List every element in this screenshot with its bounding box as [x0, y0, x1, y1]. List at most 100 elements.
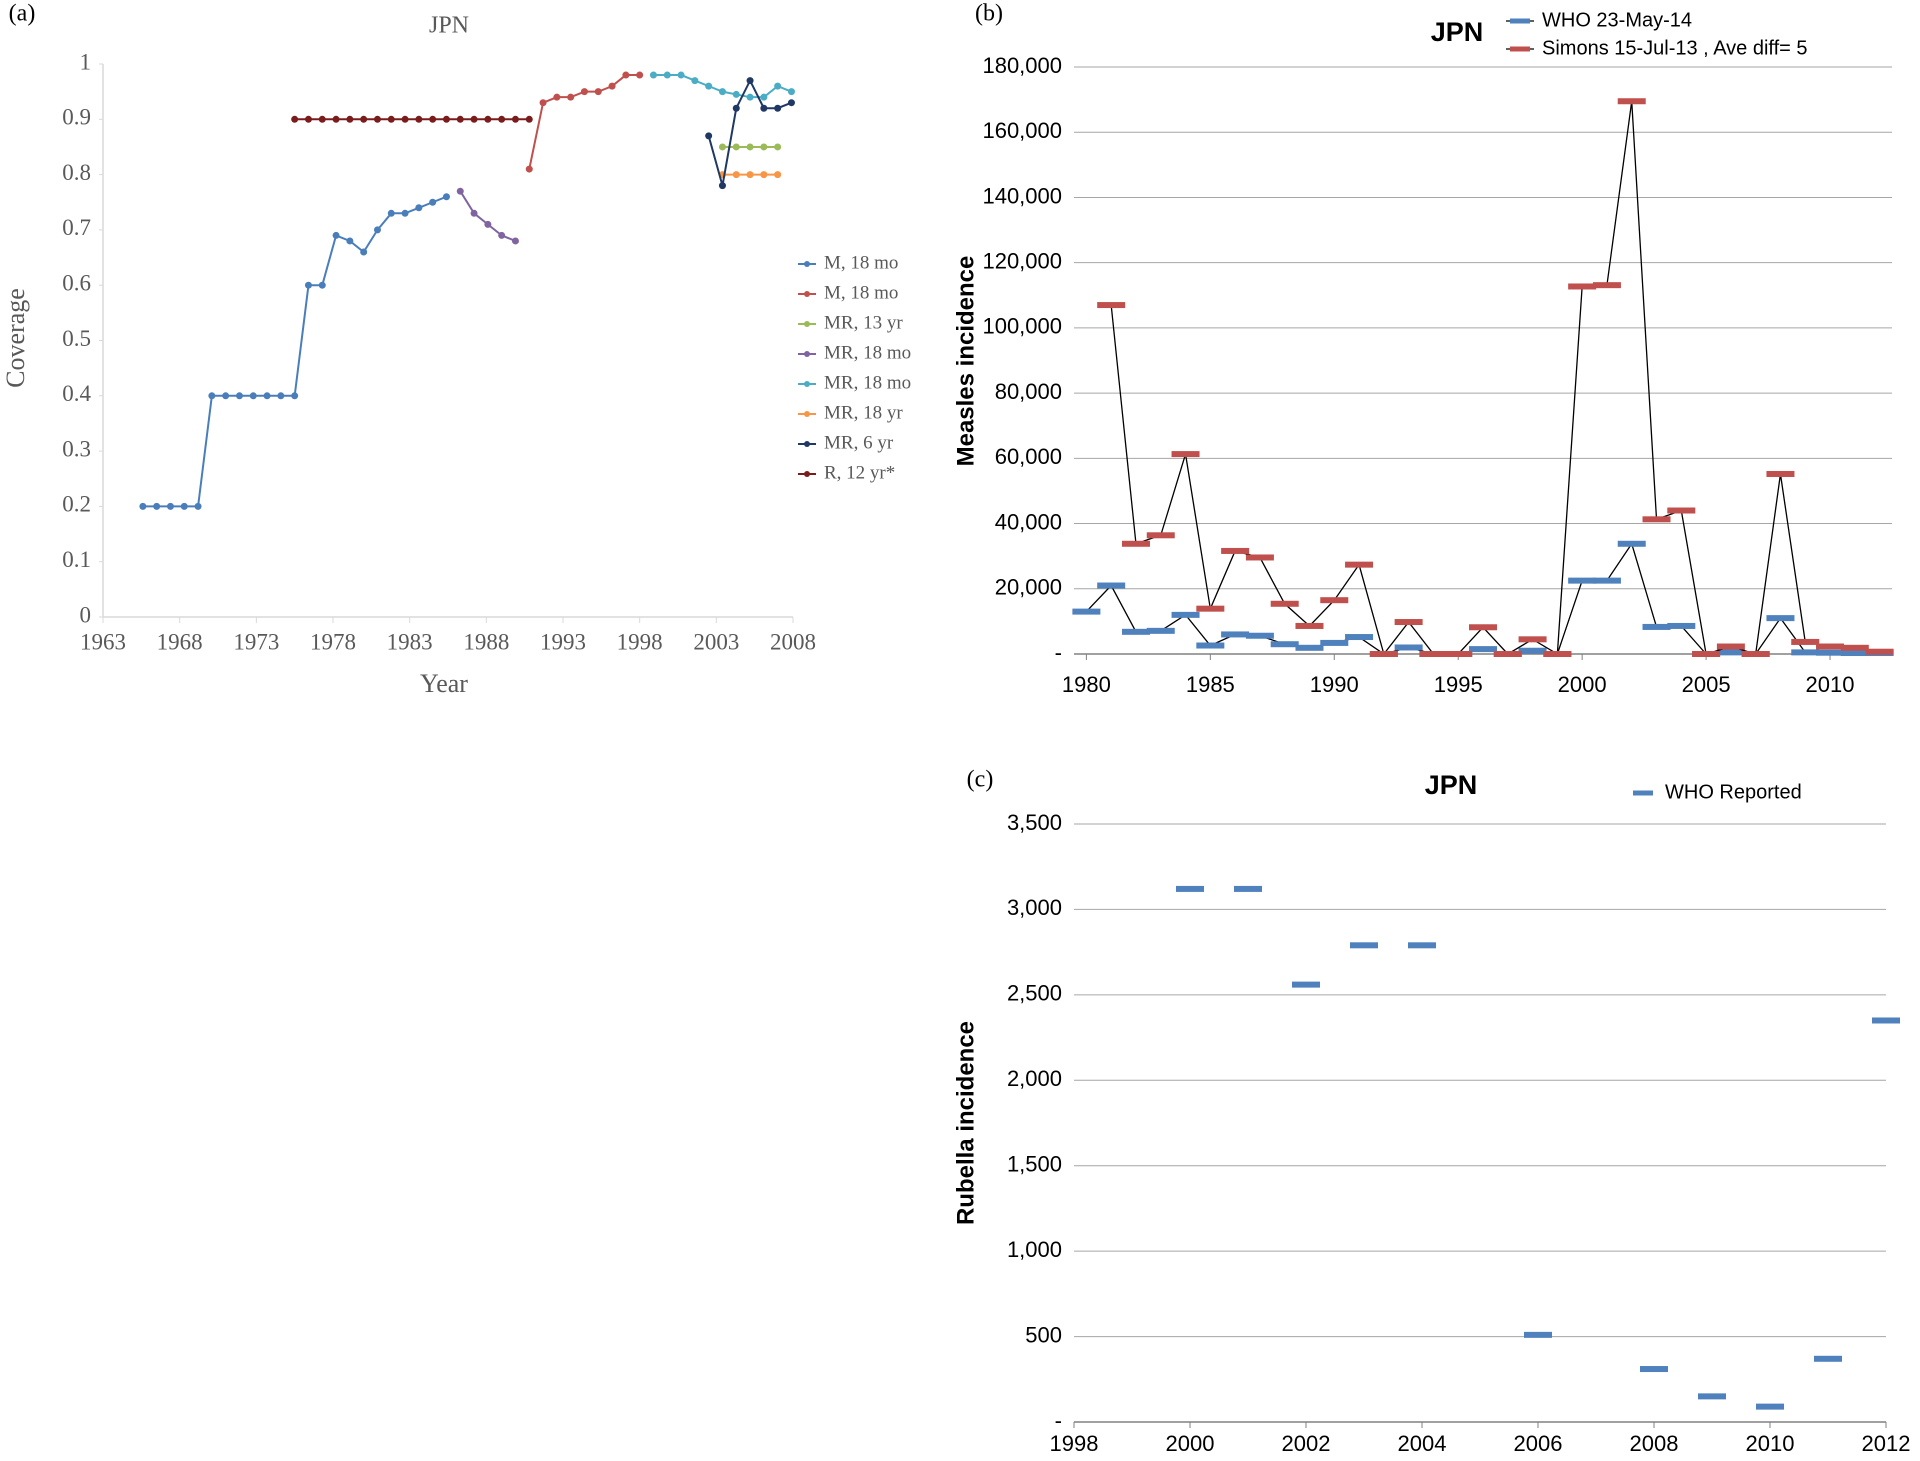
data-point	[346, 115, 354, 123]
y-tick-label: 20,000	[995, 575, 1062, 600]
data-point	[1814, 1355, 1842, 1362]
data-point	[1840, 644, 1869, 651]
data-point	[1176, 885, 1204, 892]
y-tick-label: 0.1	[62, 547, 91, 572]
x-tick-label: 1968	[157, 629, 203, 654]
data-point	[1840, 650, 1869, 657]
y-tick-label: -	[1055, 1408, 1062, 1433]
data-point	[732, 171, 740, 179]
data-point	[1295, 622, 1324, 629]
data-point	[691, 77, 699, 85]
y-tick-label: 80,000	[995, 379, 1062, 404]
legend-label: MR, 6 yr	[824, 432, 894, 453]
data-point	[1171, 451, 1200, 458]
legend-marker	[804, 321, 810, 327]
data-point	[774, 171, 782, 179]
data-point	[1121, 628, 1150, 635]
y-tick-label: 500	[1025, 1322, 1062, 1347]
legend-label: MR, 13 yr	[824, 312, 903, 333]
data-point	[373, 226, 381, 234]
y-tick-label: 0.9	[62, 105, 91, 130]
y-tick-label: 160,000	[982, 118, 1062, 143]
data-point	[1394, 644, 1423, 651]
data-point	[718, 143, 726, 151]
y-axis-label: Coverage	[1, 288, 30, 388]
legend-label: MR, 18 mo	[824, 342, 911, 363]
data-point	[429, 115, 437, 123]
data-point	[484, 220, 492, 228]
legend-label: R, 12 yr*	[824, 462, 895, 483]
data-point	[1345, 561, 1374, 568]
data-point	[139, 502, 147, 510]
data-point	[774, 82, 782, 90]
data-point	[760, 171, 768, 179]
legend-label: M, 18 mo	[824, 282, 898, 303]
legend-label: M, 18 mo	[824, 252, 898, 273]
data-point	[1642, 516, 1671, 523]
data-point	[525, 115, 533, 123]
data-point	[1196, 605, 1225, 612]
data-point	[705, 82, 713, 90]
data-point	[401, 209, 409, 217]
x-tick-label: 2000	[1166, 1431, 1215, 1456]
chart-title: JPN	[1431, 17, 1484, 47]
data-point	[760, 93, 768, 101]
chart-title: JPN	[1425, 770, 1478, 800]
data-point	[318, 115, 326, 123]
x-tick-label: 1980	[1062, 672, 1111, 697]
x-tick-label: 1990	[1310, 672, 1359, 697]
y-tick-label: 0.4	[62, 381, 91, 406]
data-point	[1766, 615, 1795, 622]
data-point	[1345, 634, 1374, 641]
data-point	[1320, 639, 1349, 646]
legend-marker	[804, 441, 810, 447]
data-point	[1791, 638, 1820, 645]
y-axis-label: Rubella incidence	[952, 1021, 979, 1225]
x-tick-label: 2003	[693, 629, 739, 654]
data-point	[1097, 582, 1126, 589]
data-point	[1791, 649, 1820, 656]
data-point	[387, 115, 395, 123]
legend-label: Simons 15-Jul-13 , Ave diff= 5	[1542, 37, 1808, 59]
y-axis-label: Measles incidence	[952, 256, 979, 467]
y-tick-label: 1	[80, 49, 92, 74]
x-tick-label: 1998	[617, 629, 663, 654]
data-point	[401, 115, 409, 123]
data-point	[456, 187, 464, 195]
x-tick-label: 1995	[1434, 672, 1483, 697]
legend-marker	[804, 411, 810, 417]
data-point	[304, 115, 312, 123]
legend-marker	[804, 351, 810, 357]
data-point	[415, 204, 423, 212]
data-point	[470, 115, 478, 123]
x-axis-label: Year	[420, 669, 468, 698]
data-point	[277, 392, 285, 400]
data-point	[1245, 554, 1274, 561]
data-point	[580, 88, 588, 96]
panel-b: (b) JPN Measles incidence - 20,000 40,000 60,0…	[952, 1, 1894, 697]
y-tick-label: 60,000	[995, 444, 1062, 469]
x-tick-label: 2002	[1282, 1431, 1331, 1456]
y-tick-label: 180,000	[982, 53, 1062, 78]
y-tick-label: 0.8	[62, 160, 91, 185]
data-point	[415, 115, 423, 123]
data-point	[718, 182, 726, 190]
data-point	[760, 104, 768, 112]
data-point	[1408, 942, 1436, 949]
x-tick-label: 2006	[1514, 1431, 1563, 1456]
data-point	[1295, 644, 1324, 651]
data-point	[1568, 283, 1597, 290]
x-tick-label: 1963	[80, 629, 126, 654]
data-point	[511, 115, 519, 123]
panel-a: (a) JPN Coverage Year 0 0.1 0.2 0.3 0.4 0.5 0.6 0.7…	[1, 1, 911, 698]
data-point	[360, 115, 368, 123]
legend-marker	[804, 471, 810, 477]
y-tick-label: 40,000	[995, 509, 1062, 534]
data-point	[1692, 651, 1721, 657]
y-tick-label: -	[1055, 640, 1062, 665]
data-point	[1667, 622, 1696, 629]
data-point	[153, 502, 161, 510]
data-point	[263, 392, 271, 400]
data-point	[291, 115, 299, 123]
x-tick-label: 2010	[1806, 672, 1855, 697]
